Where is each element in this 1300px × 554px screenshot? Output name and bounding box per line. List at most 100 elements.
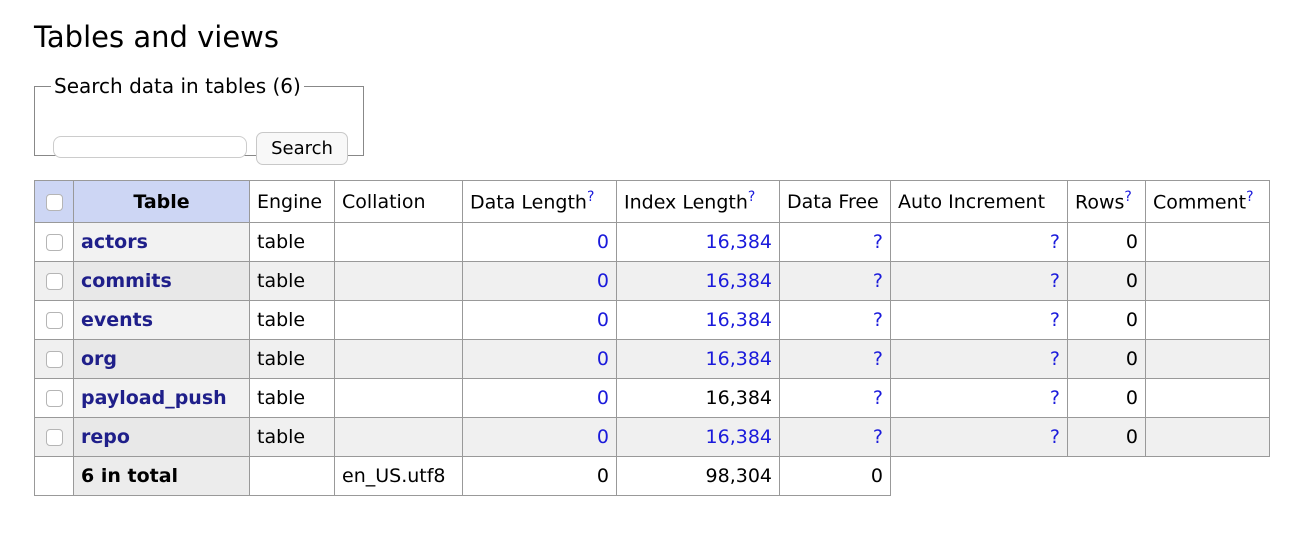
select-all-cell [34,180,74,223]
column-header-rows[interactable]: Rows? [1067,180,1146,223]
total-label: 6 in total [73,456,250,496]
row-select-cell [34,417,74,457]
data-length-cell: 0 [462,378,617,418]
column-header-data-length[interactable]: Data Length? [462,180,617,223]
row-select-cell [34,222,74,262]
column-header-engine[interactable]: Engine [249,180,335,223]
auto-increment-cell: ? [890,261,1068,301]
data-free-cell: ? [779,378,891,418]
index-length-cell: 16,384 [616,339,780,379]
data-length-link[interactable]: 0 [596,426,609,448]
data-free-link[interactable]: ? [872,309,883,331]
auto-increment-cell: ? [890,378,1068,418]
engine-cell: table [249,222,335,262]
rows-help-link[interactable]: ? [1124,189,1132,206]
search-legend: Search data in tables (6) [54,74,301,98]
comment-cell [1145,300,1270,340]
table-name-cell: events [73,300,250,340]
index-length-link[interactable]: 16,384 [705,426,772,448]
auto-increment-link[interactable]: ? [1049,348,1060,370]
column-header-table[interactable]: Table [73,180,250,223]
data-length-link[interactable]: 0 [596,309,609,331]
table-row: org table 0 16,384 ? ? 0 [34,339,1270,379]
auto-increment-link[interactable]: ? [1049,270,1060,292]
index-length-link[interactable]: 16,384 [705,231,772,253]
comment-cell [1145,261,1270,301]
rows-count-cell: 0 [1067,300,1146,340]
table-row: events table 0 16,384 ? ? 0 [34,300,1270,340]
auto-increment-cell: ? [890,222,1068,262]
column-header-collation[interactable]: Collation [334,180,463,223]
row-checkbox[interactable] [45,273,63,290]
rows-count: 0 [1125,426,1138,448]
table-name-link[interactable]: org [81,348,118,370]
data-length-link[interactable]: 0 [596,231,609,253]
data-free-link[interactable]: ? [872,387,883,409]
rows-count: 0 [1125,309,1138,331]
table-name-link[interactable]: repo [81,426,130,448]
index-length-cell: 16,384 [616,417,780,457]
data-free-cell: ? [779,222,891,262]
column-header-data-length-label: Data Length [470,191,587,214]
row-select-cell [34,261,74,301]
total-engine-cell [249,456,335,496]
rows-count-cell: 0 [1067,378,1146,418]
search-input[interactable] [53,136,247,158]
total-check-cell [34,456,74,496]
auto-increment-link[interactable]: ? [1049,309,1060,331]
select-all-checkbox[interactable] [45,193,63,211]
row-checkbox[interactable] [45,429,63,446]
index-length-help-link[interactable]: ? [747,189,756,206]
row-select-cell [34,378,74,418]
data-free-cell: ? [779,339,891,379]
column-header-comment-label: Comment [1153,191,1247,214]
data-length-link[interactable]: 0 [596,270,609,292]
data-length-help-link[interactable]: ? [586,189,595,206]
data-length-link[interactable]: 0 [596,348,609,370]
column-header-comment[interactable]: Comment? [1145,180,1270,223]
table-name-cell: actors [73,222,250,262]
table-row: repo table 0 16,384 ? ? 0 [34,417,1270,457]
data-free-link[interactable]: ? [872,426,883,448]
rows-count-cell: 0 [1067,222,1146,262]
data-length-link[interactable]: 0 [596,387,609,409]
table-name-link[interactable]: actors [81,231,148,253]
index-length-link[interactable]: 16,384 [705,309,772,331]
data-free-link[interactable]: ? [872,348,883,370]
table-name-link[interactable]: commits [81,270,172,292]
table-name-link[interactable]: payload_push [81,387,227,409]
row-checkbox[interactable] [45,312,63,329]
auto-increment-link[interactable]: ? [1049,387,1060,409]
column-header-auto-increment[interactable]: Auto Increment [890,180,1068,223]
table-row: payload_push table 0 16,384 ? ? 0 [34,378,1270,418]
total-data-free: 0 [779,456,891,496]
row-checkbox[interactable] [45,390,63,407]
comment-help-link[interactable]: ? [1246,189,1254,206]
column-header-data-free[interactable]: Data Free [779,180,891,223]
index-length-link[interactable]: 16,384 [705,270,772,292]
engine-cell: table [249,300,335,340]
comment-cell [1145,339,1270,379]
engine-cell: table [249,261,335,301]
index-length-link[interactable]: 16,384 [705,348,772,370]
auto-increment-link[interactable]: ? [1049,231,1060,253]
data-free-link[interactable]: ? [872,270,883,292]
rows-count: 0 [1125,270,1138,292]
column-header-engine-label: Engine [257,190,323,213]
search-button[interactable]: Search [256,132,348,165]
row-checkbox[interactable] [45,351,63,368]
index-length-cell: 16,384 [616,261,780,301]
data-free-cell: ? [779,417,891,457]
auto-increment-link[interactable]: ? [1049,426,1060,448]
table-name-link[interactable]: events [81,309,154,331]
total-row: 6 in total en_US.utf8 0 98,304 0 [34,456,1270,496]
total-data-length: 0 [462,456,617,496]
column-header-index-length[interactable]: Index Length? [616,180,780,223]
column-header-auto-increment-label: Auto Increment [898,190,1046,213]
data-length-cell: 0 [462,417,617,457]
total-empty-cell [891,457,1068,496]
data-length-cell: 0 [462,339,617,379]
row-checkbox[interactable] [45,234,63,251]
data-free-link[interactable]: ? [872,231,883,253]
collation-cell [334,378,463,418]
